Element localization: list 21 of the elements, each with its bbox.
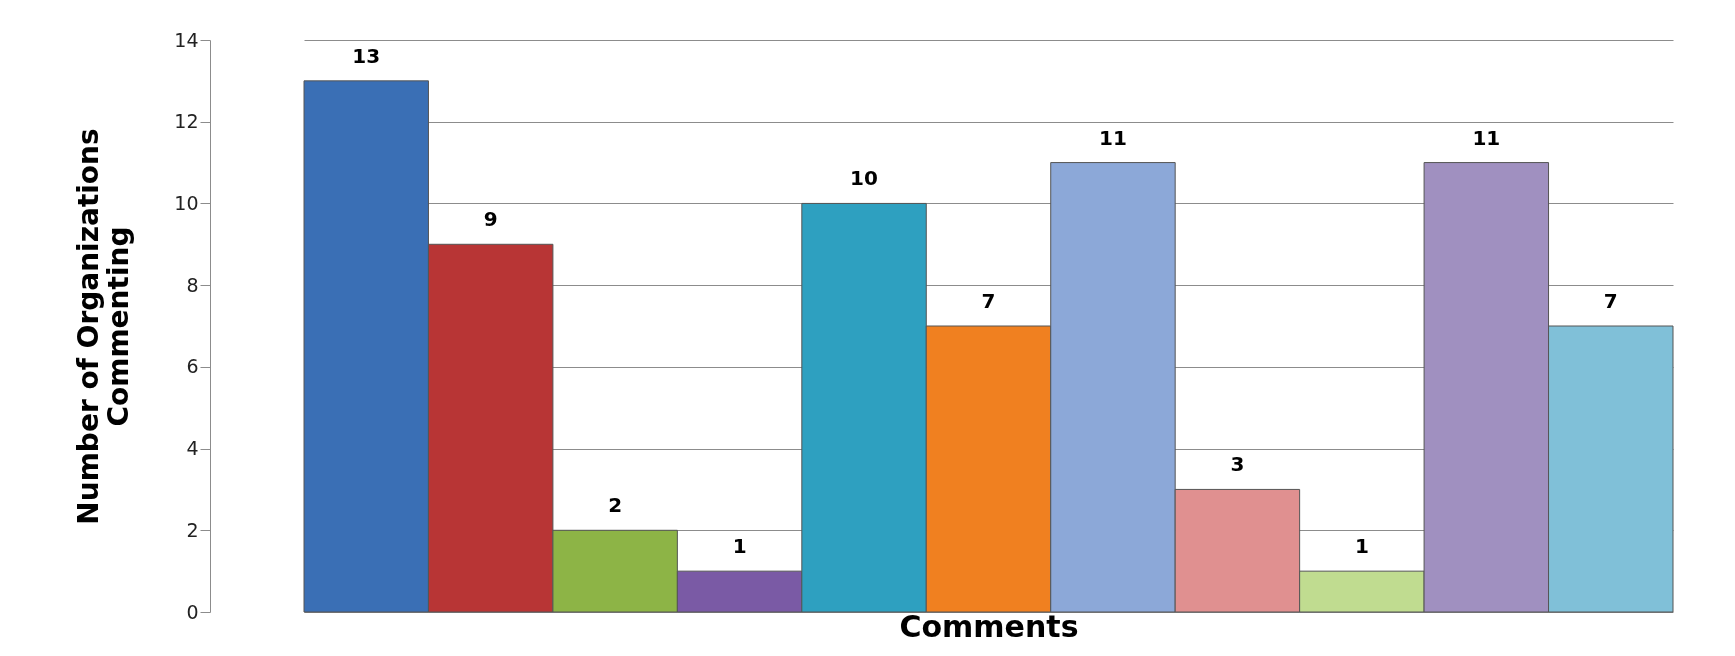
data-label: 3 (1230, 452, 1245, 477)
y-tick-label: 6 (186, 355, 199, 378)
data-label: 1 (732, 534, 747, 559)
data-label: 2 (608, 493, 623, 518)
data-label: 13 (352, 43, 381, 68)
y-tick-label: 2 (186, 518, 199, 541)
data-label: 11 (1472, 125, 1501, 150)
y-tick-label: 4 (186, 437, 199, 460)
y-tick-label: 0 (186, 600, 199, 623)
data-label: 7 (981, 289, 996, 313)
data-label: 1 (1354, 534, 1369, 559)
data-label: 10 (850, 166, 878, 191)
y-tick-label: 8 (186, 273, 199, 296)
data-label: 11 (1099, 125, 1127, 150)
y-tick-label: 14 (174, 28, 199, 51)
x-axis-title: Comments (899, 608, 1079, 644)
y-tick-label: 12 (174, 110, 199, 133)
y-tick-label: 10 (174, 191, 199, 214)
data-label: 7 (1603, 289, 1618, 313)
y-axis-title: Number of Organizations Commenting (72, 128, 136, 525)
data-label: 9 (483, 207, 498, 232)
